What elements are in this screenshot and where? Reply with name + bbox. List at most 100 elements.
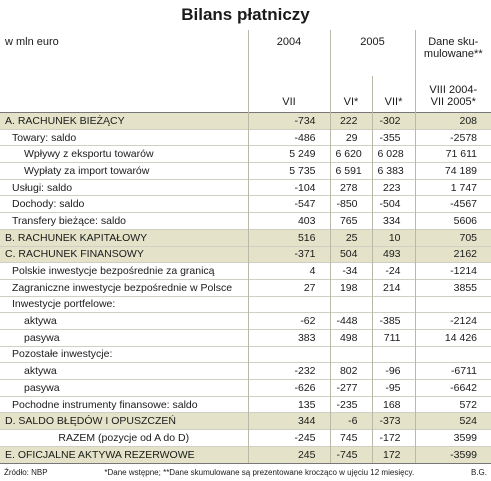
table-row: Wpływy z eksportu towarów 5 249 6 620 6 028… xyxy=(0,145,491,163)
month: VII xyxy=(247,76,330,113)
row-label: B. RACHUNEK KAPITAŁOWY xyxy=(5,231,148,244)
value-cell: 27 xyxy=(247,279,330,297)
value-cell: -277 xyxy=(329,379,372,397)
header-line: Dane sku- xyxy=(428,36,479,48)
table-row: Zagraniczne inwestycje bezpośrednie w Po… xyxy=(0,279,491,297)
value-cell: 3599 xyxy=(414,429,491,447)
value-cell: -385 xyxy=(371,312,416,330)
value-cell: 572 xyxy=(414,396,491,413)
note: *Dane wstępne; **Dane skumulowane są pre… xyxy=(104,467,415,477)
value-cell: -302 xyxy=(371,112,416,130)
value-cell: 222 xyxy=(329,112,372,130)
row-label: Wpływy z eksportu towarów xyxy=(24,148,154,161)
row-label: Transfery bieżące: saldo xyxy=(12,214,126,227)
value-cell: 524 xyxy=(414,412,491,430)
table-row: B. RACHUNEK KAPITAŁOWY 516 25 10 705 xyxy=(0,229,491,246)
table-row: Polskie inwestycje bezpośrednie za grani… xyxy=(0,262,491,280)
value-cell xyxy=(414,296,491,313)
value-cell xyxy=(329,296,372,313)
value-cell: -104 xyxy=(247,179,330,196)
value-cell: -96 xyxy=(371,362,416,380)
value-cell: 208 xyxy=(414,112,491,130)
table-row: Dochody: saldo -547 -850 -504 -4567 xyxy=(0,195,491,213)
value-cell xyxy=(414,346,491,363)
value-cell xyxy=(247,346,330,363)
value-cell xyxy=(247,296,330,313)
unit-label: w mln euro xyxy=(0,30,248,76)
value-cell: 705 xyxy=(414,229,491,246)
value-cell: -235 xyxy=(329,396,372,413)
row-label: Dochody: saldo xyxy=(12,198,85,211)
value-cell: -2578 xyxy=(414,129,491,146)
value-cell: -24 xyxy=(371,262,416,280)
header-row: w mln euro 2004 2005 Dane sku-mulowane** xyxy=(0,30,491,76)
value-cell: 14 426 xyxy=(414,329,491,347)
value-cell: 6 591 xyxy=(329,162,372,180)
table-body: A. RACHUNEK BIEŻĄCY -734 222 -302 208 Towary:… xyxy=(0,112,491,463)
value-cell: 5606 xyxy=(414,212,491,230)
value-cell: -1214 xyxy=(414,262,491,280)
value-cell: -373 xyxy=(371,412,416,430)
value-cell: -547 xyxy=(247,195,330,213)
value-cell: -734 xyxy=(247,112,330,130)
value-cell: -62 xyxy=(247,312,330,330)
row-label: aktywa xyxy=(24,365,57,378)
value-cell: -355 xyxy=(371,129,416,146)
value-cell: -232 xyxy=(247,362,330,380)
row-label: RAZEM (pozycje od A do D) xyxy=(58,431,190,444)
value-cell: -2124 xyxy=(414,312,491,330)
value-cell: -172 xyxy=(371,429,416,447)
value-cell: -6 xyxy=(329,412,372,430)
value-cell: 765 xyxy=(329,212,372,230)
value-cell: 6 383 xyxy=(371,162,416,180)
row-label: Usługi: saldo xyxy=(12,181,73,194)
value-cell: 3855 xyxy=(414,279,491,297)
value-cell: 504 xyxy=(329,246,372,263)
table-row: Towary: saldo -486 29 -355 -2578 xyxy=(0,129,491,146)
row-label: Inwestycje portfelowe: xyxy=(12,298,116,311)
value-cell: 403 xyxy=(247,212,330,230)
row-label: Towary: saldo xyxy=(12,131,77,144)
table-row: E. OFICJALNE AKTYWA REZERWOWE 245 -745 172-… xyxy=(0,446,491,463)
value-cell: -6642 xyxy=(414,379,491,397)
row-label: C. RACHUNEK FINANSOWY xyxy=(5,248,144,261)
row-label: D. SALDO BŁĘDÓW I OPUSZCZEŃ xyxy=(5,415,176,428)
title: Bilans płatniczy xyxy=(181,5,310,24)
table-row: C. RACHUNEK FINANSOWY -371 504 493 2162 xyxy=(0,246,491,263)
value-cell: -3599 xyxy=(414,446,491,463)
value-cell: 71 611 xyxy=(414,145,491,163)
value-cell: 278 xyxy=(329,179,372,196)
value-cell: 10 xyxy=(371,229,416,246)
value-cell: 2162 xyxy=(414,246,491,263)
header-row: VII VI* VII* VIII 2004- VII 2005* xyxy=(0,76,491,113)
value-cell: -245 xyxy=(247,429,330,447)
value-cell: 168 xyxy=(371,396,416,413)
value-cell: 802 xyxy=(329,362,372,380)
table-header: w mln euro 2004 2005 Dane sku-mulowane**… xyxy=(0,30,491,113)
header-line: mulowane** xyxy=(423,48,483,60)
row-label: Zagraniczne inwestycje bezpośrednie w Po… xyxy=(12,281,233,294)
table-row: pasywa -626 -277 -95 -6642 xyxy=(0,379,491,397)
table-row: A. RACHUNEK BIEŻĄCY -734 222 -302 208 xyxy=(0,112,491,130)
value-cell: 4 xyxy=(247,262,330,280)
table-row: aktywa -62 -448 -385 -2124 xyxy=(0,312,491,330)
value-cell: 245 xyxy=(247,446,330,463)
table-row: Usługi: saldo -104 278 223 1 747 xyxy=(0,179,491,196)
value-cell: 334 xyxy=(371,212,416,230)
value-cell: 745 xyxy=(329,429,372,447)
header-line: VIII 2004- xyxy=(429,84,478,96)
value-cell: -6711 xyxy=(414,362,491,380)
row-label: Wypłaty za import towarów xyxy=(24,164,150,177)
table-row: aktywa -232 802 -96 -6711 xyxy=(0,362,491,380)
year: 2005 xyxy=(329,30,416,76)
row-label: pasywa xyxy=(24,381,60,394)
value-cell: 6 028 xyxy=(371,145,416,163)
value-cell: 493 xyxy=(371,246,416,263)
table-row: Transfery bieżące: saldo 403 765 334 5606 xyxy=(0,212,491,230)
table-row: Pozostałe inwestycje: xyxy=(0,346,491,363)
value-cell: -34 xyxy=(329,262,372,280)
cumulative-header: Dane sku-mulowane** xyxy=(414,30,491,76)
value-cell: 135 xyxy=(247,396,330,413)
value-cell: -4567 xyxy=(414,195,491,213)
value-cell: 29 xyxy=(329,129,372,146)
